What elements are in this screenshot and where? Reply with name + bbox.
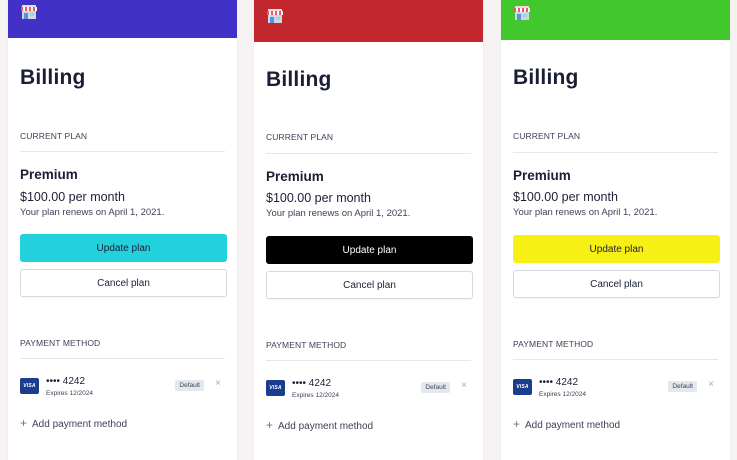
card-expiry: Expires 12/2024 bbox=[292, 392, 339, 399]
close-icon[interactable]: × bbox=[215, 378, 221, 389]
current-plan-label: CURRENT PLAN bbox=[513, 131, 581, 141]
plan-name: Premium bbox=[266, 169, 324, 184]
divider bbox=[20, 358, 225, 359]
default-badge: Default bbox=[668, 381, 697, 392]
plus-icon: + bbox=[513, 417, 521, 431]
add-payment-method-label: Add payment method bbox=[32, 419, 128, 430]
update-plan-button[interactable]: Update plan bbox=[513, 235, 720, 263]
divider bbox=[513, 359, 718, 360]
card-header bbox=[8, 0, 237, 38]
plan-renewal-text: Your plan renews on April 1, 2021. bbox=[513, 207, 658, 218]
divider bbox=[20, 151, 225, 152]
page-title: Billing bbox=[20, 66, 86, 89]
page-title: Billing bbox=[513, 66, 579, 89]
payment-method-label: PAYMENT METHOD bbox=[513, 339, 594, 349]
payment-method-row: VISA •••• 4242 Expires 12/2024 Default × bbox=[20, 376, 225, 402]
billing-card-3: Billing CURRENT PLAN Premium $100.00 per… bbox=[501, 0, 730, 460]
add-payment-method-button[interactable]: + Add payment method bbox=[513, 417, 620, 431]
current-plan-label: CURRENT PLAN bbox=[20, 131, 88, 141]
card-number: •••• 4242 bbox=[46, 376, 86, 387]
visa-card-icon: VISA bbox=[513, 379, 532, 395]
payment-method-row: VISA •••• 4242 Expires 12/2024 Default × bbox=[513, 377, 718, 403]
plan-price: $100.00 per month bbox=[266, 191, 371, 205]
card-expiry: Expires 12/2024 bbox=[46, 390, 93, 397]
plan-price: $100.00 per month bbox=[20, 190, 125, 204]
divider bbox=[266, 153, 471, 154]
payment-method-label: PAYMENT METHOD bbox=[266, 340, 347, 350]
default-badge: Default bbox=[175, 380, 204, 391]
plan-name: Premium bbox=[20, 167, 78, 182]
add-payment-method-label: Add payment method bbox=[278, 421, 374, 432]
card-number: •••• 4242 bbox=[539, 377, 579, 388]
update-plan-button[interactable]: Update plan bbox=[266, 236, 473, 264]
current-plan-label: CURRENT PLAN bbox=[266, 132, 334, 142]
plus-icon: + bbox=[266, 418, 274, 432]
card-header bbox=[254, 0, 483, 42]
plus-icon: + bbox=[20, 416, 28, 430]
update-plan-button[interactable]: Update plan bbox=[20, 234, 227, 262]
add-payment-method-label: Add payment method bbox=[525, 420, 621, 431]
cancel-plan-button[interactable]: Cancel plan bbox=[266, 271, 473, 299]
divider bbox=[266, 360, 471, 361]
payment-method-row: VISA •••• 4242 Expires 12/2024 Default × bbox=[266, 378, 471, 404]
shop-icon bbox=[267, 9, 283, 23]
default-badge: Default bbox=[421, 382, 450, 393]
plan-price: $100.00 per month bbox=[513, 190, 618, 204]
add-payment-method-button[interactable]: + Add payment method bbox=[266, 418, 373, 432]
card-header bbox=[501, 0, 730, 40]
shop-icon bbox=[21, 5, 37, 19]
cancel-plan-button[interactable]: Cancel plan bbox=[20, 269, 227, 297]
cancel-plan-button[interactable]: Cancel plan bbox=[513, 270, 720, 298]
card-number: •••• 4242 bbox=[292, 378, 332, 389]
shop-icon bbox=[514, 6, 530, 20]
plan-renewal-text: Your plan renews on April 1, 2021. bbox=[266, 208, 411, 219]
payment-method-label: PAYMENT METHOD bbox=[20, 338, 101, 348]
plan-name: Premium bbox=[513, 168, 571, 183]
add-payment-method-button[interactable]: + Add payment method bbox=[20, 416, 127, 430]
visa-card-icon: VISA bbox=[20, 378, 39, 394]
plan-renewal-text: Your plan renews on April 1, 2021. bbox=[20, 207, 165, 218]
billing-card-1: Billing CURRENT PLAN Premium $100.00 per… bbox=[8, 0, 237, 460]
close-icon[interactable]: × bbox=[461, 380, 467, 391]
close-icon[interactable]: × bbox=[708, 379, 714, 390]
card-expiry: Expires 12/2024 bbox=[539, 391, 586, 398]
page-title: Billing bbox=[266, 68, 332, 91]
billing-card-2: Billing CURRENT PLAN Premium $100.00 per… bbox=[254, 0, 483, 460]
visa-card-icon: VISA bbox=[266, 380, 285, 396]
divider bbox=[513, 152, 718, 153]
